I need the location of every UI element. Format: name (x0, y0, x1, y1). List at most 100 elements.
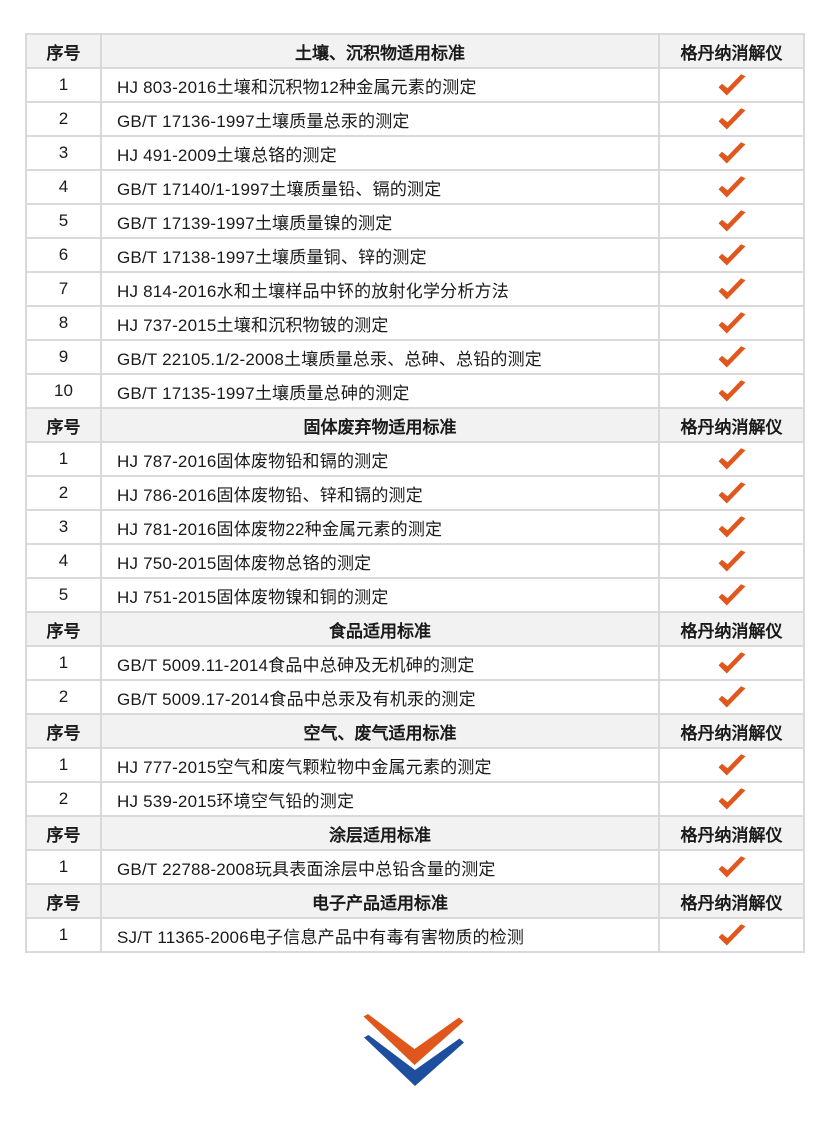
standard-name: GB/T 17139-1997土壤质量镍的测定 (100, 203, 660, 239)
standard-check-cell (658, 849, 805, 885)
standard-row: 1 SJ/T 11365-2006电子信息产品中有毒有害物质的检测 (25, 917, 805, 953)
section-title: 空气、废气适用标准 (100, 713, 660, 749)
standard-check-cell (658, 679, 805, 715)
standard-number: 1 (25, 917, 102, 953)
section-title: 电子产品适用标准 (100, 883, 660, 919)
standard-number: 9 (25, 339, 102, 375)
check-icon (718, 753, 745, 775)
section-device-header: 格丹纳消解仪 (658, 611, 805, 647)
section-device-header: 格丹纳消解仪 (658, 407, 805, 443)
section-title: 食品适用标准 (100, 611, 660, 647)
section-title: 固体废弃物适用标准 (100, 407, 660, 443)
check-icon (718, 107, 745, 129)
standard-name: GB/T 17136-1997土壤质量总汞的测定 (100, 101, 660, 137)
standard-row: 1 GB/T 22788-2008玩具表面涂层中总铅含量的测定 (25, 849, 805, 885)
check-icon (718, 651, 745, 673)
standards-table: 序号 土壤、沉积物适用标准 格丹纳消解仪 1 HJ 803-2016土壤和沉积物… (25, 33, 805, 953)
check-icon (718, 515, 745, 537)
standard-name: GB/T 5009.11-2014食品中总砷及无机砷的测定 (100, 645, 660, 681)
standard-check-cell (658, 747, 805, 783)
check-icon (718, 73, 745, 95)
standard-number: 1 (25, 67, 102, 103)
standard-check-cell (658, 441, 805, 477)
standard-row: 1 HJ 787-2016固体废物铅和镉的测定 (25, 441, 805, 477)
standard-name: GB/T 17138-1997土壤质量铜、锌的测定 (100, 237, 660, 273)
standard-row: 2 HJ 786-2016固体废物铅、锌和镉的测定 (25, 475, 805, 511)
standard-check-cell (658, 917, 805, 953)
logo-blue-chevron (364, 1035, 464, 1086)
standard-check-cell (658, 339, 805, 375)
standard-row: 6 GB/T 17138-1997土壤质量铜、锌的测定 (25, 237, 805, 273)
standard-number: 1 (25, 849, 102, 885)
check-icon (718, 549, 745, 571)
standard-number: 2 (25, 101, 102, 137)
standard-number: 6 (25, 237, 102, 273)
standard-number: 3 (25, 135, 102, 171)
check-icon (718, 447, 745, 469)
logo-orange-chevron (363, 1014, 464, 1065)
standard-check-cell (658, 577, 805, 613)
standard-check-cell (658, 305, 805, 341)
standard-number: 3 (25, 509, 102, 545)
standard-check-cell (658, 645, 805, 681)
section-header-row: 序号 土壤、沉积物适用标准 格丹纳消解仪 (25, 33, 805, 69)
section-header-row: 序号 电子产品适用标准 格丹纳消解仪 (25, 883, 805, 919)
check-icon (718, 345, 745, 367)
standard-row: 4 GB/T 17140/1-1997土壤质量铅、镉的测定 (25, 169, 805, 205)
standard-name: HJ 539-2015环境空气铅的测定 (100, 781, 660, 817)
standard-row: 7 HJ 814-2016水和土壤样品中钚的放射化学分析方法 (25, 271, 805, 307)
section-header-row: 序号 空气、废气适用标准 格丹纳消解仪 (25, 713, 805, 749)
standard-name: GB/T 5009.17-2014食品中总汞及有机汞的测定 (100, 679, 660, 715)
standard-check-cell (658, 509, 805, 545)
check-icon (718, 243, 745, 265)
standard-number: 1 (25, 441, 102, 477)
section-index-header: 序号 (25, 713, 102, 749)
section-title: 土壤、沉积物适用标准 (100, 33, 660, 69)
section-index-header: 序号 (25, 407, 102, 443)
standard-row: 10 GB/T 17135-1997土壤质量总砷的测定 (25, 373, 805, 409)
section-device-header: 格丹纳消解仪 (658, 815, 805, 851)
standard-name: HJ 777-2015空气和废气颗粒物中金属元素的测定 (100, 747, 660, 783)
standard-row: 1 GB/T 5009.11-2014食品中总砷及无机砷的测定 (25, 645, 805, 681)
standard-row: 2 GB/T 17136-1997土壤质量总汞的测定 (25, 101, 805, 137)
standard-row: 3 HJ 491-2009土壤总铬的测定 (25, 135, 805, 171)
standard-name: HJ 787-2016固体废物铅和镉的测定 (100, 441, 660, 477)
standard-check-cell (658, 237, 805, 273)
standard-row: 1 HJ 777-2015空气和废气颗粒物中金属元素的测定 (25, 747, 805, 783)
standard-number: 2 (25, 475, 102, 511)
check-icon (718, 855, 745, 877)
standard-name: GB/T 17140/1-1997土壤质量铅、镉的测定 (100, 169, 660, 205)
standard-check-cell (658, 271, 805, 307)
standard-number: 2 (25, 679, 102, 715)
standard-check-cell (658, 67, 805, 103)
section-index-header: 序号 (25, 883, 102, 919)
standard-name: HJ 786-2016固体废物铅、锌和镉的测定 (100, 475, 660, 511)
standard-name: HJ 751-2015固体废物镍和铜的测定 (100, 577, 660, 613)
standard-name: HJ 750-2015固体废物总铬的测定 (100, 543, 660, 579)
check-icon (718, 685, 745, 707)
standard-row: 2 HJ 539-2015环境空气铅的测定 (25, 781, 805, 817)
standard-check-cell (658, 101, 805, 137)
standard-number: 7 (25, 271, 102, 307)
standard-check-cell (658, 135, 805, 171)
section-title: 涂层适用标准 (100, 815, 660, 851)
check-icon (718, 209, 745, 231)
standard-number: 10 (25, 373, 102, 409)
standard-number: 4 (25, 169, 102, 205)
standard-number: 1 (25, 747, 102, 783)
standard-number: 8 (25, 305, 102, 341)
section-device-header: 格丹纳消解仪 (658, 33, 805, 69)
standard-row: 4 HJ 750-2015固体废物总铬的测定 (25, 543, 805, 579)
check-icon (718, 583, 745, 605)
section-device-header: 格丹纳消解仪 (658, 713, 805, 749)
standard-row: 5 HJ 751-2015固体废物镍和铜的测定 (25, 577, 805, 613)
standard-check-cell (658, 543, 805, 579)
section-device-header: 格丹纳消解仪 (658, 883, 805, 919)
check-icon (718, 277, 745, 299)
standard-number: 4 (25, 543, 102, 579)
standard-name: HJ 814-2016水和土壤样品中钚的放射化学分析方法 (100, 271, 660, 307)
section-index-header: 序号 (25, 815, 102, 851)
double-chevron-logo (363, 1014, 464, 1086)
standard-row: 3 HJ 781-2016固体废物22种金属元素的测定 (25, 509, 805, 545)
